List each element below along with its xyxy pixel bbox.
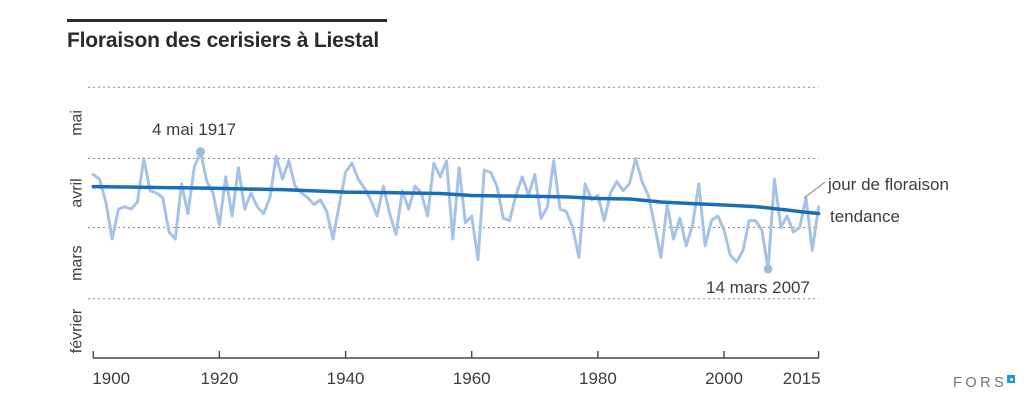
x-axis-tick-label: 1900 [92, 369, 130, 388]
annotation-latest-flowering: 4 mai 1917 [152, 120, 237, 139]
legend-leader-line [803, 181, 826, 199]
fors-logo: FORS [953, 374, 1016, 392]
x-axis-tick-label: 2015 [783, 369, 821, 388]
fors-logo-mark-icon [1007, 375, 1016, 383]
trend-line [91, 184, 821, 216]
y-axis-month-label: février [69, 308, 86, 353]
fors-logo-text: FORS [953, 375, 1008, 391]
page-title: Floraison des cerisiers à Liestal [67, 29, 380, 52]
legend-trend-label: tendance [830, 207, 900, 226]
x-axis-tick-label: 1980 [579, 369, 617, 388]
annotation-earliest-flowering: 14 mars 2007 [706, 278, 810, 297]
extreme-marker-dot [196, 147, 205, 157]
y-axis-month-label: mars [69, 245, 86, 281]
y-axis-month-label: avril [69, 178, 86, 207]
x-axis-tick-label: 1960 [453, 369, 491, 388]
extreme-marker-dot [763, 264, 773, 274]
y-axis-month-label: mai [69, 110, 86, 136]
legend-series-label: jour de floraison [828, 175, 949, 194]
x-axis-tick-label: 1920 [200, 369, 238, 388]
x-axis-tick-label: 2000 [705, 369, 743, 388]
x-axis-tick-label: 1940 [327, 369, 365, 388]
fors-logo-dot-icon [1009, 377, 1013, 381]
flowering-day-line [91, 150, 821, 271]
title-rule [67, 19, 387, 22]
